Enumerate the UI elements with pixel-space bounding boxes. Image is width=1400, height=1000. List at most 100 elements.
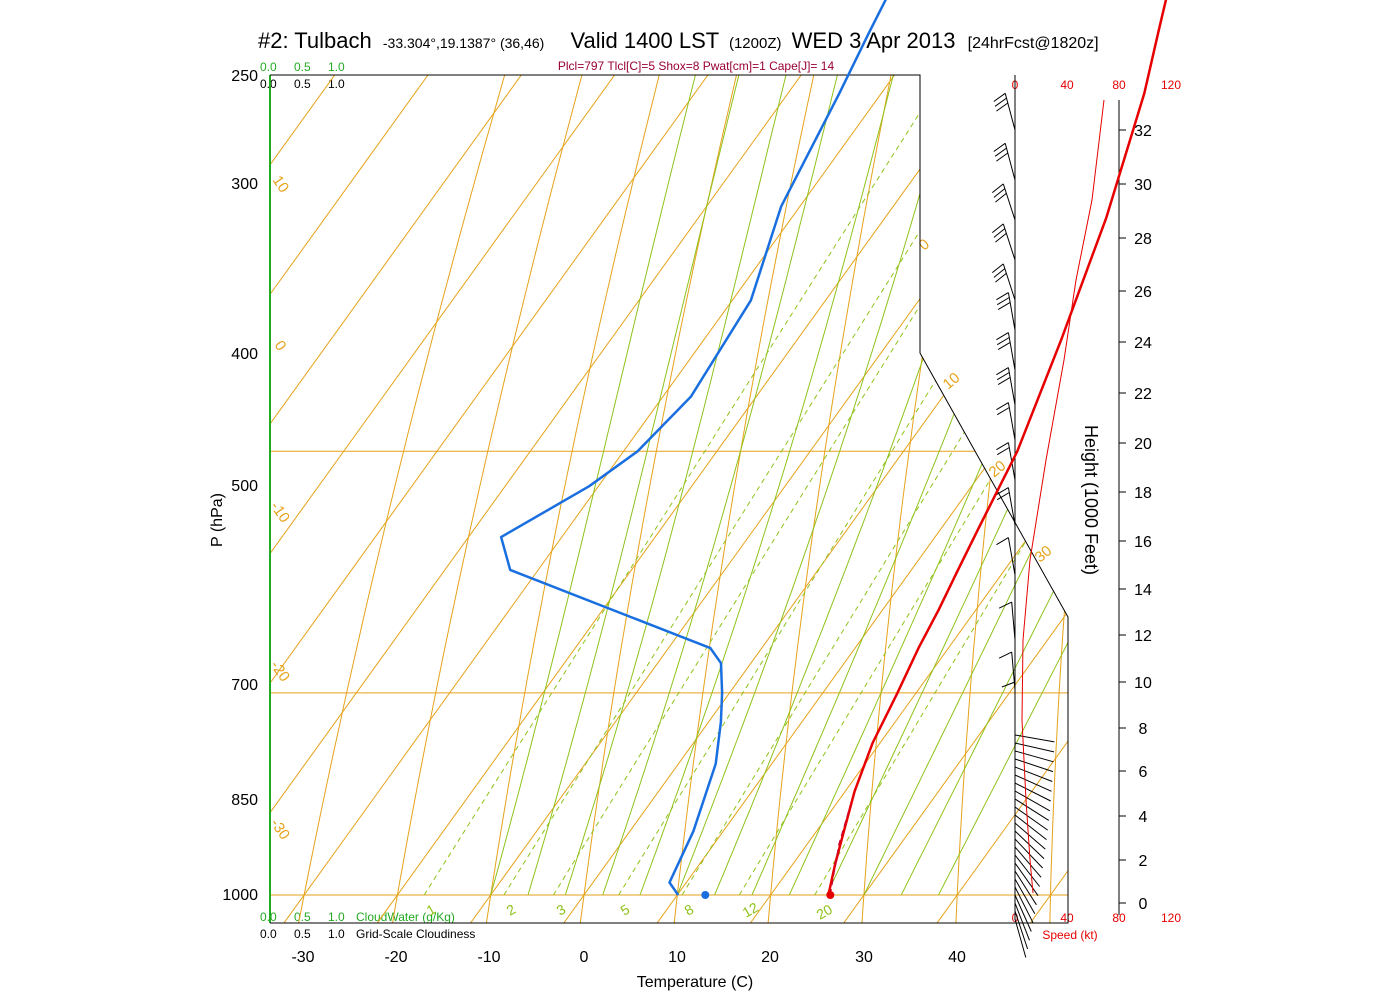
height-tick-2: 2: [1139, 853, 1148, 870]
pressure-tick-400: 400: [231, 346, 258, 363]
mixing-ratio-line: [618, 75, 1068, 896]
y-axis-label: P (hPa): [209, 493, 226, 547]
wind-barb: [1014, 854, 1040, 887]
wind-barb-feather: [991, 183, 1004, 193]
isotherm-line: [913, 75, 1068, 923]
wind-barb: [1014, 894, 1032, 932]
height-tick-20: 20: [1134, 436, 1152, 453]
top-green-0: 0.0: [260, 60, 277, 74]
moist-adiabat: [490, 75, 963, 896]
bottom-green-0: 0.0: [260, 910, 277, 924]
wind-barb-feather: [996, 492, 1010, 501]
isotherm-line: [819, 75, 1068, 923]
wind-barb-feather: [991, 223, 1004, 233]
mixing-ratio-line: [681, 75, 1068, 896]
wind-barb-feather: [996, 292, 1009, 301]
speed-top-120: 120: [1161, 78, 1181, 92]
height-tick-14: 14: [1134, 582, 1152, 599]
speed-bottom-80: 80: [1112, 911, 1126, 925]
pressure-tick-500: 500: [231, 478, 258, 495]
bottom-black-2: 1.0: [328, 927, 345, 941]
pressure-tick-1000: 1000: [222, 887, 258, 904]
height-axis-label: Height (1000 Feet): [1081, 425, 1101, 575]
wind-barb-feather: [996, 332, 1009, 341]
wind-barb-feather: [996, 297, 1010, 306]
height-tick-0: 0: [1139, 896, 1148, 913]
wind-barb: [1002, 263, 1016, 301]
wind-barb: [1011, 602, 1016, 641]
moist-adiabat: [938, 75, 1068, 896]
moist-adiabat: [751, 75, 1068, 896]
wind-barb-feather: [998, 651, 1012, 659]
wind-barb-feather: [996, 402, 1009, 411]
height-ticks: 0 2 4 6 8 10 12 14 16 18 20 22 24 26 28 …: [1134, 123, 1152, 913]
wind-barbs: [991, 92, 1055, 958]
mixing-ratio-line: [503, 75, 1068, 896]
height-tick-4: 4: [1139, 809, 1148, 826]
wind-barb-feather: [997, 376, 1011, 386]
bottom-green-1: 0.5: [294, 910, 311, 924]
temp-tick-m30: -30: [291, 949, 314, 966]
mixing-ratio-line: [814, 75, 1068, 896]
moist-adiabat: [714, 75, 1068, 896]
dry-adiabat: [1048, 75, 1068, 923]
wind-barb: [1007, 402, 1016, 441]
theta-label-20: 20: [986, 457, 1010, 481]
frame-layer: [269, 74, 1126, 924]
isotherm-line: [270, 75, 930, 923]
wind-barb: [1014, 830, 1045, 859]
height-tick-26: 26: [1134, 284, 1152, 301]
mixing-ratio-line: [552, 75, 1068, 896]
mixing-label-2: 2: [504, 901, 519, 919]
parcel-path: [829, 804, 852, 896]
wind-barb: [1014, 734, 1055, 743]
plot-frame: [270, 74, 1069, 924]
temp-tick-20: 20: [761, 949, 779, 966]
theta-label-30: 30: [1032, 542, 1056, 566]
wind-barb: [1011, 652, 1016, 691]
grid-layer: [270, 0, 1400, 956]
height-tick-8: 8: [1139, 721, 1148, 738]
wind-barb: [1014, 758, 1054, 773]
wind-barb: [1004, 143, 1016, 181]
height-tick-12: 12: [1134, 628, 1152, 645]
wind-barb: [1007, 487, 1016, 526]
mixing-label-5: 5: [618, 901, 633, 919]
height-tick-10: 10: [1134, 675, 1152, 692]
wind-barb: [1014, 806, 1048, 831]
bottom-black-1: 0.5: [294, 927, 311, 941]
temperature-profile: [827, 0, 1168, 896]
mixing-ratio-line: [423, 75, 1068, 896]
height-tick-32: 32: [1134, 123, 1152, 140]
wind-barb-feather: [993, 228, 1006, 238]
moist-adiabat: [676, 75, 1068, 896]
isotherm-line: [446, 75, 1068, 923]
wind-barb-feather: [1001, 681, 1016, 688]
station-coords: -33.304°,19.1387° (36,46): [383, 35, 544, 51]
speed-bottom-40: 40: [1060, 911, 1074, 925]
dry-adiabat: [764, 75, 1068, 923]
wind-barb-feather: [991, 263, 1004, 273]
wind-barb-feather: [993, 142, 1006, 152]
wind-barb-feather: [997, 341, 1011, 351]
wind-barb-feather: [996, 407, 1010, 416]
forecast-info: [24hrFcst@1820z]: [968, 35, 1099, 52]
wind-barb: [1014, 798, 1050, 821]
height-tick-16: 16: [1134, 534, 1152, 551]
wind-barb: [1014, 862, 1039, 896]
wind-barb: [1014, 886, 1034, 923]
temp-tick-m10: -10: [477, 949, 500, 966]
top-green-1: 0.5: [294, 60, 311, 74]
moist-adiabat: [639, 75, 1068, 896]
isotherm-label-10: 10: [269, 173, 292, 196]
top-black-0: 0.0: [260, 77, 277, 91]
mixing-ratio-line: [738, 75, 1068, 896]
dry-adiabat: [1326, 0, 1400, 956]
wind-barb: [1014, 774, 1052, 792]
dry-adiabat: [1236, 0, 1400, 956]
wind-barb: [1014, 790, 1051, 812]
moist-adiabat: [900, 75, 1068, 896]
wind-barb-feather: [993, 188, 1006, 198]
wind-barb: [1014, 902, 1030, 941]
